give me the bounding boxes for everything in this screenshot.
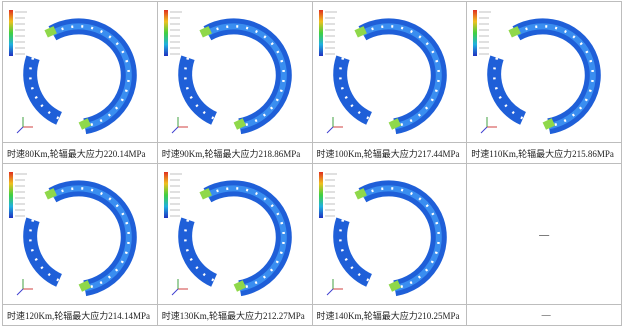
caption: 时速90Km,轮辐最大应力218.86MPa (157, 143, 312, 164)
fea-image (3, 2, 157, 142)
image-cell: — (467, 164, 622, 305)
image-row (3, 2, 622, 143)
caption: 时速110Km,轮辐最大应力215.86MPa (467, 143, 622, 164)
image-row: — (3, 164, 622, 305)
image-cell (3, 2, 158, 143)
image-cell (157, 164, 312, 305)
caption: 时速140Km,轮辐最大应力210.25MPa (312, 305, 467, 326)
caption: 时速120Km,轮辐最大应力214.14MPa (3, 305, 158, 326)
fea-image (158, 2, 312, 142)
caption: 时速100Km,轮辐最大应力217.44MPa (312, 143, 467, 164)
fea-image (313, 2, 467, 142)
placeholder: — (539, 230, 549, 241)
fea-image (313, 164, 467, 304)
image-cell (312, 164, 467, 305)
image-cell (312, 2, 467, 143)
fea-image (467, 2, 621, 142)
caption: — (467, 305, 622, 326)
fea-image (3, 164, 157, 304)
image-cell (3, 164, 158, 305)
image-cell (467, 2, 622, 143)
caption: 时速80Km,轮辐最大应力220.14MPa (3, 143, 158, 164)
fea-image (158, 164, 312, 304)
caption: 时速130Km,轮辐最大应力212.27MPa (157, 305, 312, 326)
image-cell (157, 2, 312, 143)
page: 时速80Km,轮辐最大应力220.14MPa时速90Km,轮辐最大应力218.8… (0, 1, 625, 334)
